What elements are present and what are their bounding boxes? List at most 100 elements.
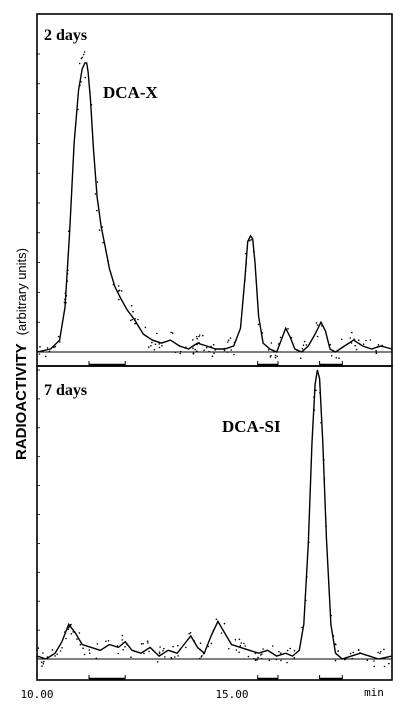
scatter-point [262, 648, 264, 650]
scatter-point [194, 348, 196, 351]
scatter-point [202, 334, 204, 337]
panel-bottom-scatter [36, 389, 390, 668]
peak-label-dca-si: DCA-SI [222, 417, 281, 436]
scatter-point [220, 632, 223, 634]
scatter-point [210, 642, 213, 645]
scatter-point [300, 357, 302, 360]
scatter-point [38, 353, 41, 355]
scatter-point [302, 344, 305, 347]
scatter-point [199, 642, 202, 644]
scatter-point [205, 346, 208, 349]
scatter-point [238, 651, 240, 654]
scatter-point [192, 339, 194, 341]
scatter-point [388, 662, 390, 665]
scatter-point [46, 656, 49, 658]
scatter-point [144, 326, 147, 329]
scatter-point [96, 181, 99, 183]
scatter-point [148, 650, 150, 653]
scatter-point [316, 335, 319, 338]
scatter-point [196, 343, 198, 346]
scatter-point [43, 660, 45, 663]
scatter-point [269, 356, 272, 358]
scatter-point [270, 354, 272, 357]
scatter-point [201, 655, 203, 657]
scatter-point [156, 661, 159, 663]
scatter-point [54, 655, 56, 657]
scatter-point [189, 631, 192, 634]
scatter-point [178, 345, 181, 347]
scatter-point [74, 631, 76, 634]
scatter-point [252, 250, 255, 253]
scatter-point [226, 341, 229, 343]
scatter-point [247, 655, 250, 658]
scatter-point [274, 356, 277, 359]
scatter-point [305, 344, 308, 346]
scatter-point [293, 657, 296, 659]
panel-bottom-segment-marks [88, 675, 343, 681]
scatter-point [280, 659, 282, 662]
scatter-point [83, 653, 86, 656]
scatter-point [313, 396, 315, 398]
scatter-point [90, 103, 93, 106]
scatter-point [198, 335, 200, 338]
scatter-point [379, 650, 382, 653]
panel-bottom-label: 7 days [44, 382, 87, 399]
scatter-point [238, 638, 241, 641]
scatter-point [172, 645, 174, 648]
scatter-point [174, 656, 176, 658]
scatter-point [198, 341, 200, 344]
scatter-point [148, 346, 150, 348]
scatter-point [338, 357, 340, 359]
scatter-point [65, 294, 68, 297]
scatter-point [244, 645, 246, 647]
scatter-point [140, 643, 143, 645]
scatter-point [210, 345, 212, 348]
scatter-point [248, 239, 251, 242]
scatter-point [57, 335, 60, 338]
scatter-point [230, 349, 232, 351]
scatter-point [350, 342, 353, 344]
scatter-point [161, 344, 163, 347]
scatter-point [365, 339, 367, 342]
scatter-point [274, 354, 277, 357]
scatter-point [375, 352, 378, 355]
scatter-point [116, 645, 119, 647]
scatter-point [78, 632, 81, 634]
scatter-point [80, 57, 83, 60]
scatter-point [54, 345, 57, 348]
scatter-point [357, 649, 360, 651]
scatter-point [72, 630, 75, 633]
scatter-point [277, 343, 280, 345]
scatter-point [199, 657, 201, 660]
scatter-point [95, 657, 98, 660]
scatter-point [96, 209, 98, 212]
scatter-point [207, 645, 210, 648]
scatter-point [227, 339, 230, 342]
scatter-point [381, 344, 384, 347]
scatter-point [213, 352, 215, 355]
scatter-point [151, 341, 153, 344]
scatter-point [98, 229, 101, 231]
scatter-point [134, 650, 136, 653]
scatter-point [129, 319, 132, 322]
scatter-point [162, 650, 164, 652]
scatter-point [63, 301, 66, 304]
scatter-point [289, 647, 292, 650]
x-tick-label-10: 10.00 [20, 688, 53, 701]
scatter-point [358, 339, 360, 342]
scatter-point [191, 345, 194, 348]
scatter-point [212, 343, 215, 346]
scatter-point [36, 656, 38, 658]
scatter-point [254, 652, 257, 655]
scatter-point [193, 344, 196, 346]
scatter-point [244, 270, 247, 273]
scatter-point [59, 341, 61, 343]
x-tick-label-min: min [364, 686, 384, 699]
scatter-point [315, 389, 317, 392]
scatter-point [280, 652, 282, 654]
scatter-point [202, 652, 205, 655]
scatter-point [351, 657, 354, 660]
scatter-point [107, 260, 109, 262]
scatter-point [233, 341, 236, 344]
scatter-point [369, 339, 372, 341]
